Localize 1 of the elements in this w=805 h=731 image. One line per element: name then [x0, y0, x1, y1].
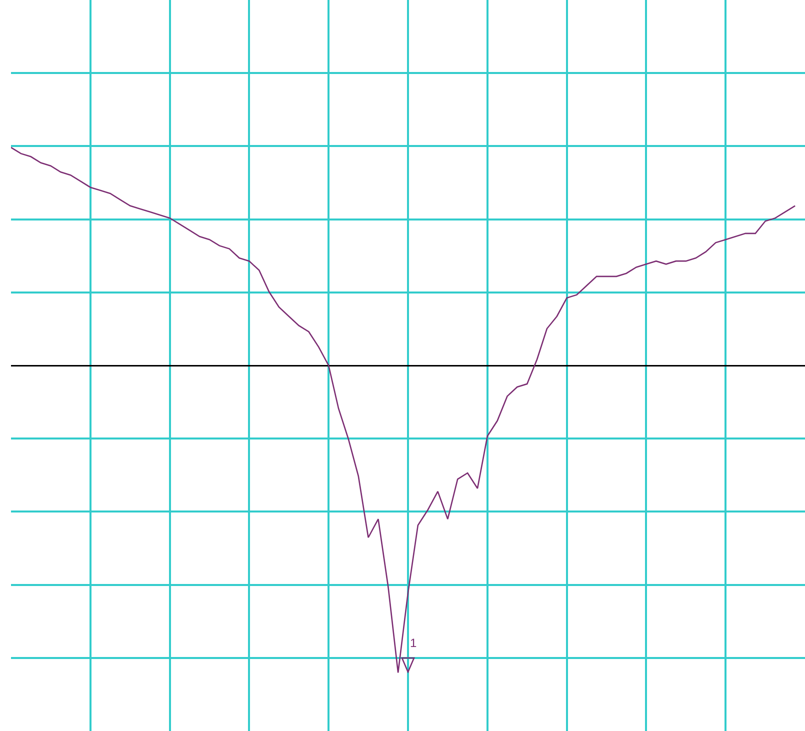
annotation: 1	[410, 636, 417, 650]
